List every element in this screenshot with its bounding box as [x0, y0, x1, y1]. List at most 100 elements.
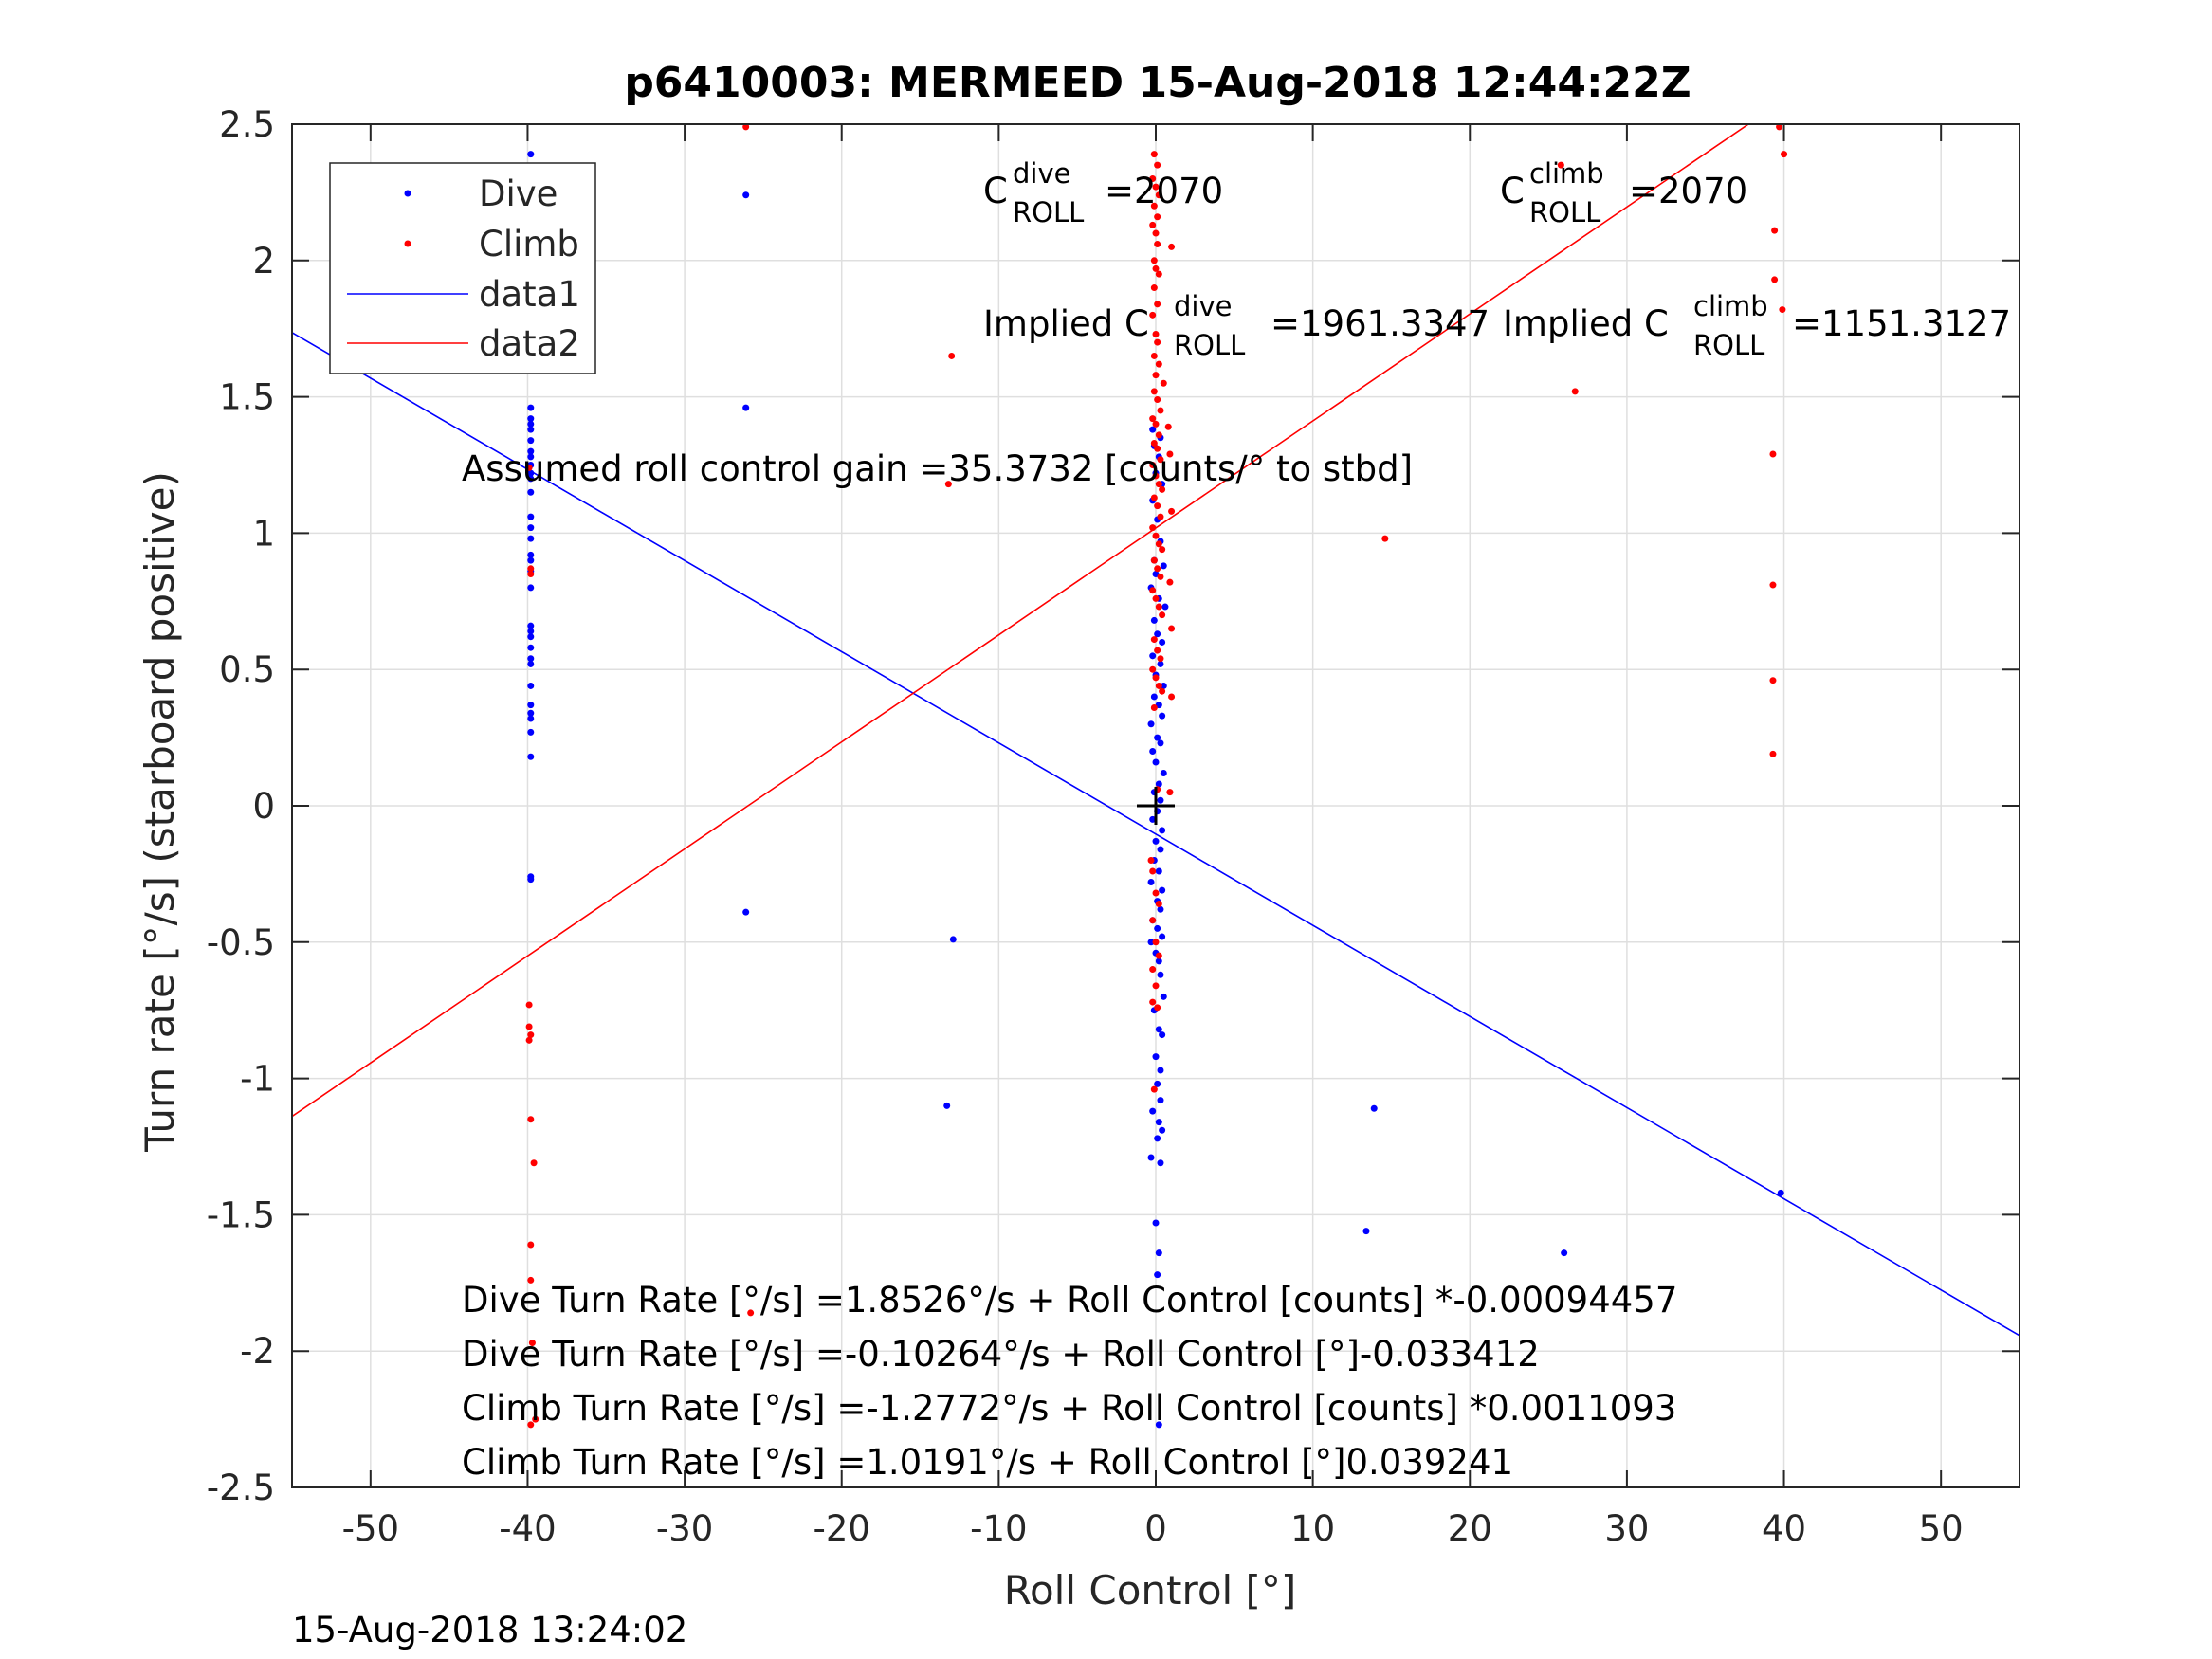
climb-point: [1152, 264, 1160, 272]
dive-point: [527, 622, 535, 629]
dive-point: [1149, 747, 1157, 755]
c-climb-sub: ROLL: [1529, 196, 1600, 228]
climb-point: [1157, 407, 1164, 414]
dive-point: [1157, 796, 1164, 804]
implied-climb-sub: ROLL: [1693, 329, 1764, 361]
x-tick-label: 10: [1290, 1508, 1335, 1549]
climb-point: [1154, 161, 1161, 169]
legend-box: [329, 162, 596, 374]
climb-point: [1149, 415, 1157, 423]
climb-point: [1166, 578, 1174, 586]
fit-line-data1: [292, 332, 2020, 1337]
dive-point: [1160, 993, 1167, 1000]
climb-point: [1155, 191, 1162, 199]
dive-point: [1157, 905, 1164, 913]
y-tick-label: 2: [252, 241, 275, 282]
dive-point: [527, 584, 535, 592]
dive-point: [1155, 1119, 1162, 1126]
climb-point: [1152, 889, 1160, 897]
climb-point: [525, 1023, 533, 1030]
climb-point: [1157, 456, 1164, 464]
climb-point: [1152, 229, 1160, 237]
dive-point: [527, 415, 535, 423]
climb-point: [1149, 311, 1157, 319]
dive-point: [1155, 780, 1162, 788]
climb-point: [948, 352, 956, 359]
y-tick-label: -2.5: [207, 1468, 275, 1508]
dive-point: [1149, 426, 1157, 433]
climb-point: [1769, 677, 1777, 684]
climb-point: [527, 1116, 535, 1123]
climb-point: [1150, 352, 1158, 359]
climb-point: [1155, 603, 1162, 611]
chart-title: p6410003: MERMEED 15-Aug-2018 12:44:22Z: [624, 59, 1691, 107]
climb-point: [532, 1415, 539, 1423]
climb-point: [1147, 857, 1155, 865]
dive-point: [527, 644, 535, 651]
climb-point: [1155, 360, 1162, 368]
annotations: Assumed roll control gain =35.3732 [coun…: [462, 157, 2011, 1483]
dive-point: [742, 404, 750, 411]
climb-point: [1781, 151, 1788, 158]
climb-point: [1154, 502, 1161, 510]
x-tick-label: 20: [1448, 1508, 1492, 1549]
c-climb-sup: climb: [1529, 157, 1604, 190]
x-tick-label: -40: [499, 1508, 556, 1549]
dive-point: [1159, 933, 1166, 940]
climb-point: [1149, 587, 1157, 594]
legend-label-climb: Climb: [479, 224, 579, 264]
dive-point: [1149, 652, 1157, 660]
climb-point: [527, 571, 535, 578]
annotation-eq-climb-deg: Climb Turn Rate [°/s] =1.0191°/s + Roll …: [462, 1442, 1513, 1483]
climb-point: [1771, 276, 1779, 283]
dive-point: [1157, 660, 1164, 667]
dive-point: [949, 936, 957, 943]
legend-marker-dive: [404, 190, 411, 197]
climb-point: [1155, 431, 1162, 439]
y-tick-label: -0.5: [207, 922, 275, 963]
dive-point: [1159, 1126, 1166, 1134]
climb-point: [1150, 494, 1158, 501]
annotation-c-dive: C dive ROLL =2070: [983, 157, 1223, 228]
dive-point: [1159, 638, 1166, 646]
climb-point: [1155, 901, 1162, 908]
annotation-eq-dive-deg: Dive Turn Rate [°/s] =-0.10264°/s + Roll…: [462, 1334, 1540, 1375]
climb-point: [1155, 682, 1162, 689]
climb-point: [525, 464, 533, 471]
dive-point: [1152, 1053, 1160, 1061]
climb-point: [1150, 257, 1158, 264]
climb-point: [1152, 939, 1160, 946]
dive-point: [1160, 682, 1167, 689]
climb-point: [1157, 573, 1164, 580]
annotation-assumed-gain: Assumed roll control gain =35.3732 [coun…: [462, 448, 1413, 489]
ticks: -50 -40 -30 -20 -10 0 10 20 30 40 50-2.5-2-1.5-1-0…: [207, 104, 2020, 1549]
climb-point: [1155, 270, 1162, 278]
dive-point: [1147, 939, 1155, 946]
dive-point: [527, 151, 535, 158]
annotation-eq-dive-counts: Dive Turn Rate [°/s] =1.8526°/s + Roll C…: [462, 1280, 1677, 1321]
climb-point: [1154, 647, 1161, 654]
climb-point: [1149, 966, 1157, 974]
y-tick-label: -1.5: [207, 1194, 275, 1235]
climb-point: [1150, 556, 1158, 564]
climb-point: [1159, 611, 1166, 619]
dive-point: [742, 908, 750, 916]
dive-point: [1161, 603, 1169, 611]
y-tick-label: 0: [252, 786, 275, 827]
c-climb-value: =2070: [1629, 171, 1747, 211]
y-tick-label: 1.5: [219, 377, 275, 418]
dive-point: [1157, 1097, 1164, 1104]
climb-point: [525, 1036, 533, 1044]
series-climb: [525, 124, 1788, 1429]
x-tick-label: -30: [656, 1508, 713, 1549]
dive-point: [1152, 837, 1160, 845]
dive-point: [527, 715, 535, 722]
climb-point: [1155, 481, 1162, 488]
dive-point: [1370, 1104, 1378, 1112]
climb-point: [1168, 693, 1176, 701]
dive-point: [527, 876, 535, 884]
climb-point: [527, 1241, 535, 1249]
climb-point: [1150, 388, 1158, 395]
y-tick-label: 1: [252, 513, 275, 554]
climb-point: [1150, 202, 1158, 210]
